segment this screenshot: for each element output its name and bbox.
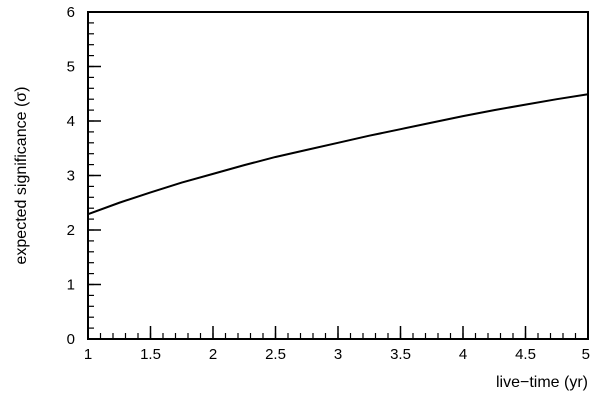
x-tick-label: 2 xyxy=(209,346,217,363)
plot-frame xyxy=(87,11,589,340)
x-tick-label: 3.5 xyxy=(390,346,411,363)
x-tick-label: 4.5 xyxy=(515,346,536,363)
y-axis-label: expected significance (σ) xyxy=(13,87,30,265)
y-tick-label: 1 xyxy=(67,277,75,294)
x-tick-label: 3 xyxy=(334,346,342,363)
x-tick-label: 4 xyxy=(459,346,467,363)
y-tick-label: 0 xyxy=(67,331,75,348)
x-tick-label: 5 xyxy=(582,346,590,363)
x-tick-label: 1 xyxy=(84,346,92,363)
x-tick-label: 1.5 xyxy=(140,346,161,363)
y-tick-label: 4 xyxy=(67,113,75,130)
y-tick-label: 5 xyxy=(67,59,75,76)
x-axis-label: live−time (yr) xyxy=(496,374,588,391)
y-tick-label: 6 xyxy=(67,4,75,21)
minor-ticks xyxy=(87,11,589,340)
y-tick-label: 2 xyxy=(67,222,75,239)
series-line xyxy=(87,93,589,216)
y-tick-label: 3 xyxy=(67,168,75,185)
x-tick-label: 2.5 xyxy=(265,346,286,363)
major-ticks xyxy=(87,11,589,340)
